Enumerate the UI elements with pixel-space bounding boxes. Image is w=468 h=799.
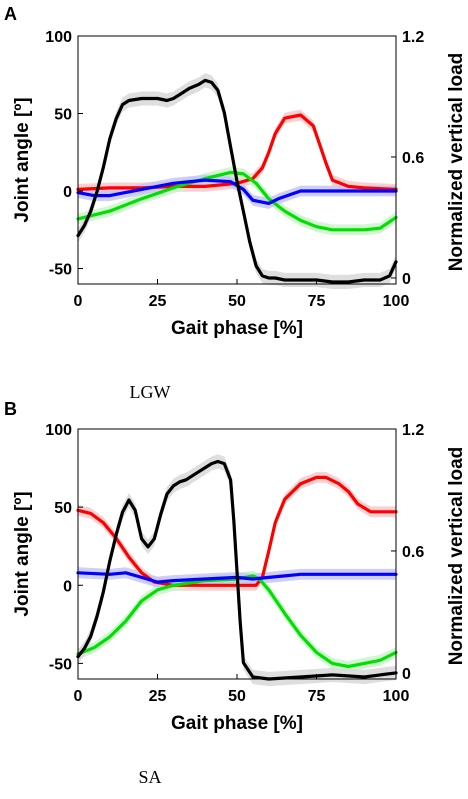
y2-axis-label: Normalized vertical load [446, 447, 467, 666]
y-axis-label: Joint angle [º] [12, 97, 33, 222]
y2-tick-label: 1.2 [402, 422, 424, 439]
x-tick-label: 25 [149, 293, 167, 310]
y-axis-label: Joint angle [º] [12, 491, 33, 616]
panel-caption: LGW [130, 382, 171, 402]
y2-tick-label: 0.6 [402, 544, 424, 561]
y-tick-label: 50 [54, 500, 72, 517]
x-tick-label: 100 [383, 688, 410, 705]
panel-letter: B [4, 399, 17, 419]
x-tick-label: 50 [228, 293, 246, 310]
x-tick-label: 75 [308, 688, 326, 705]
y2-axis-label: Normalized vertical load [446, 53, 467, 272]
x-tick-label: 75 [308, 293, 326, 310]
y-tick-label: 0 [63, 184, 72, 201]
x-tick-label: 0 [74, 688, 83, 705]
x-tick-label: 50 [228, 688, 246, 705]
series-2-band [78, 174, 396, 209]
plot-frame [77, 35, 397, 285]
y-tick-label: 50 [54, 107, 72, 124]
x-tick-label: 100 [383, 293, 410, 310]
y-tick-label: 100 [45, 29, 72, 46]
series-1-line [76, 170, 398, 232]
y-tick-label: 0 [63, 578, 72, 595]
panel-letter: A [4, 4, 17, 24]
y2-tick-label: 1.2 [402, 29, 424, 46]
y-tick-label: -50 [49, 262, 72, 279]
series-2-line [76, 178, 398, 205]
x-tick-label: 25 [149, 688, 167, 705]
panel-caption: SA [138, 767, 161, 787]
x-tick-label: 0 [74, 293, 83, 310]
x-axis-label: Gait phase [%] [171, 318, 303, 339]
y2-tick-label: 0.6 [402, 150, 424, 167]
y2-tick-label: 0 [402, 271, 411, 288]
series-3-line [76, 459, 398, 681]
x-axis-label: Gait phase [%] [171, 713, 303, 734]
y2-tick-label: 0 [402, 666, 411, 683]
y-tick-label: 100 [45, 422, 72, 439]
y-tick-label: -50 [49, 656, 72, 673]
